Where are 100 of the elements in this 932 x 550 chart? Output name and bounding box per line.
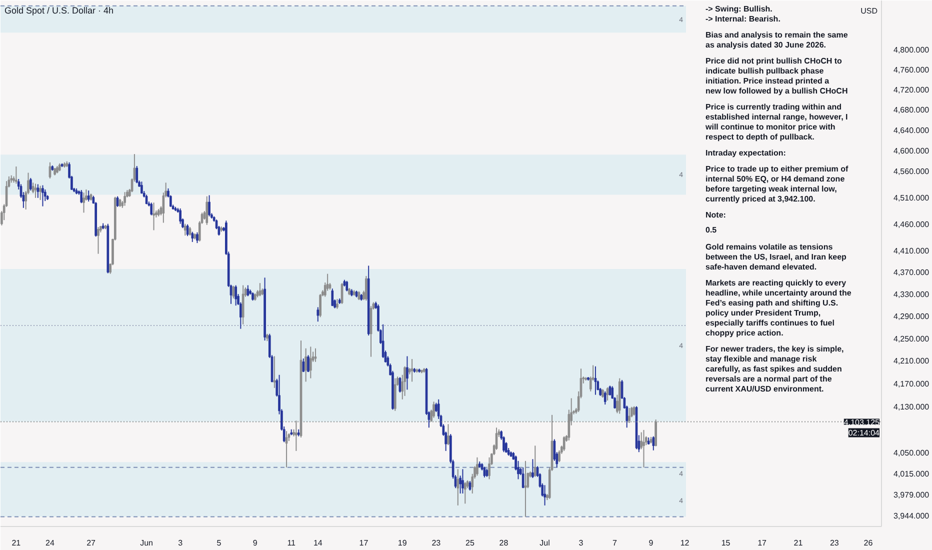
y-tick-label: 4,460.000 [894, 220, 930, 229]
annotation: Gold remains volatile as tensions between the US, Israel, and Iran keep safe-haven demand elevated. [706, 242, 847, 272]
annotation: Price to trade up to either premium of internal 50% EQ, or H4 demand zone before targeting weak internal low, currently priced at 3,942.100. [706, 164, 849, 204]
x-tick-label: 21 [12, 538, 22, 548]
x-tick-label: 23 [432, 538, 442, 548]
x-tick-label: 9 [648, 538, 654, 548]
candlestick [304, 348, 307, 382]
x-tick-label: Jul [540, 538, 550, 548]
y-tick-label: 4,600.000 [894, 146, 930, 156]
candlestick [331, 288, 334, 307]
y-tick-label: 4,210.000 [894, 356, 930, 366]
candlestick [42, 184, 44, 207]
y-axis-title: USD [860, 6, 878, 16]
candlestick [39, 185, 42, 200]
annotation: 0.5 [706, 226, 718, 234]
candlestick [97, 226, 100, 254]
candlestick [242, 284, 244, 325]
ref-line-label: 4,103.125 [844, 418, 880, 427]
candlestick [196, 232, 198, 244]
y-tick-label: 4,015.000 [894, 469, 930, 478]
y-tick-label: 4,370.000 [894, 268, 930, 278]
candlestick [191, 231, 194, 242]
x-tick-label: 21 [794, 538, 804, 548]
candlestick [82, 192, 85, 214]
y-tick-label: 4,760.000 [894, 65, 930, 74]
candlestick [432, 401, 435, 418]
candlestick [544, 484, 546, 506]
candlestick [30, 177, 32, 192]
text: Gold Spot / U.S. Dollar · 4h [4, 6, 114, 16]
annotation: Bias and analysis to remain the same as analysis dated 30 June 2026. [706, 30, 848, 50]
candlestick [273, 356, 276, 388]
y-tick-label: 4,720.000 [894, 85, 930, 94]
x-tick-label: 25 [466, 538, 475, 548]
annotation: -> Swing: Bullish. -> Internal: Bearish. [706, 4, 780, 24]
x-tick-label: 26 [864, 538, 874, 548]
y-tick-label: 4,130.000 [894, 402, 930, 412]
candlestick [15, 166, 18, 184]
x-tick-label: 9 [252, 538, 258, 548]
y-tick-label: 4,050.000 [894, 448, 930, 458]
candlestick [346, 280, 348, 292]
y-tick-label: 3,979.000 [894, 490, 930, 500]
y-tick-label: 3,944.000 [894, 512, 930, 521]
x-tick-label: 15 [721, 538, 731, 548]
candlestick [404, 366, 406, 396]
y-tick-label: 4,410.000 [894, 246, 930, 256]
candlestick [34, 183, 37, 198]
candlestick [246, 284, 250, 297]
annotation: For newer traders, the key is simple, stay flexible and manage risk carefully, as fast spikes and sudden reversals are a normal part of the current XAU/USD environment. [706, 344, 844, 394]
candlestick [365, 276, 368, 302]
annotation: 02:14:04 [848, 428, 880, 438]
candlestick [150, 202, 153, 216]
candlestick [234, 284, 238, 306]
candlestick [652, 436, 655, 451]
candlestick [124, 192, 126, 206]
x-tick-label: 7 [612, 538, 618, 548]
y-tick-label: 4,800.000 [894, 45, 930, 54]
candlestick [604, 390, 606, 406]
x-tick-label: 27 [86, 538, 96, 548]
candlestick [456, 468, 460, 506]
candlestick [532, 458, 534, 479]
candlestick [206, 196, 208, 226]
candlestick [642, 429, 645, 468]
candlestick [462, 468, 464, 494]
candlestick [302, 358, 305, 373]
y-tick-label: 4,170.000 [894, 379, 930, 388]
candlestick [524, 460, 527, 518]
x-tick-label: 14 [313, 538, 323, 548]
candlestick [562, 436, 566, 452]
x-tick-label: 17 [359, 538, 369, 548]
candlestick [232, 285, 235, 299]
x-tick-label: 23 [830, 538, 840, 548]
candlestick [179, 208, 182, 224]
candlestick [558, 450, 560, 463]
candlestick [80, 189, 83, 204]
x-tick-label: 5 [216, 538, 222, 548]
candlestick [632, 406, 636, 416]
y-tick-label: 4,330.000 [894, 290, 930, 300]
candlestick [186, 224, 189, 237]
candlestick [184, 223, 186, 236]
annotation: Price did not print bullish CHoCH to indicate bullish pullback phase initiation. Price instead printed a new low followed by a bullish CHoCH [706, 56, 848, 96]
candlestick [36, 184, 40, 198]
annotation: Intraday expectation: [706, 148, 786, 158]
annotation: Price is currently trading within and established internal range, however, I will continue to monitor price with respect to depth of pullback. [704, 102, 848, 142]
candlestick [464, 482, 466, 504]
candlestick [136, 165, 138, 184]
x-tick-label: 19 [398, 538, 408, 548]
candlestick [316, 306, 320, 322]
y-tick-label: 4,250.000 [894, 334, 930, 344]
y-tick-label: 4,510.000 [894, 193, 930, 202]
x-tick-label: Jun [140, 538, 153, 548]
y-tick-label: 4,680.000 [894, 106, 930, 115]
x-tick-label: 3 [178, 538, 184, 548]
x-tick-label: 17 [758, 538, 768, 548]
x-tick-label: 11 [287, 538, 296, 548]
candlestick [336, 298, 338, 310]
candlestick [406, 356, 408, 390]
candlestick [152, 202, 155, 231]
y-tick-label: 4,560.000 [894, 167, 930, 176]
candlestick [476, 456, 478, 476]
candlestick [116, 196, 119, 208]
